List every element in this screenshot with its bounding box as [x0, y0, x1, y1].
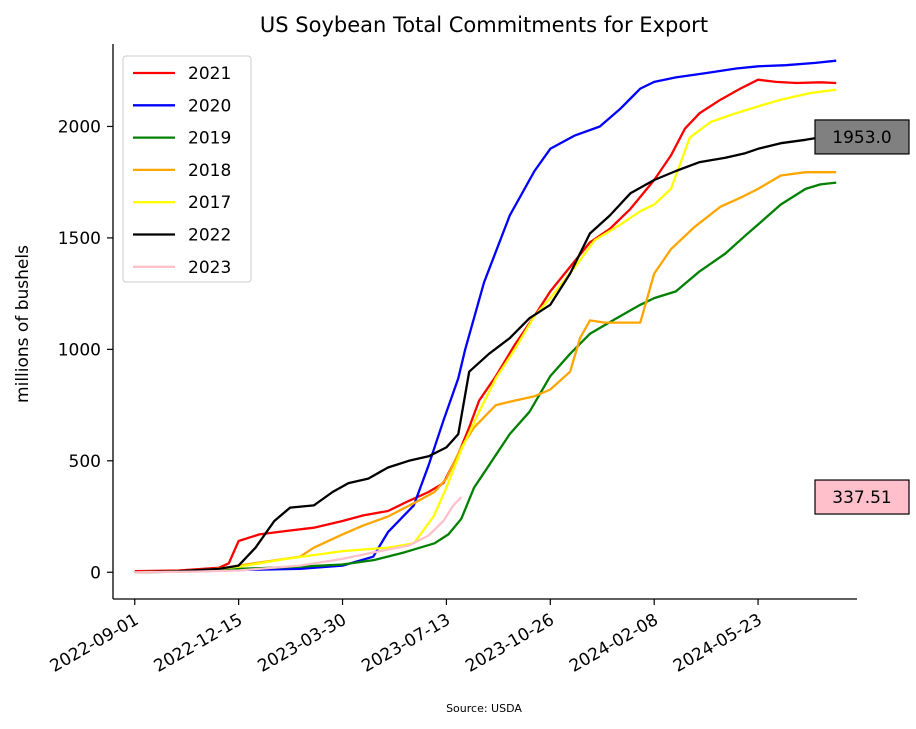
legend-label-2019: 2019	[188, 129, 231, 149]
series-layer	[134, 59, 837, 574]
y-tick-label: 500	[69, 452, 101, 472]
series-line-2020	[134, 59, 837, 574]
x-tick-label: 2023-03-30	[254, 610, 350, 677]
x-tick-label: 2022-09-01	[47, 610, 143, 677]
legend-box	[122, 55, 252, 283]
x-tick-label: 2024-05-23	[670, 610, 766, 677]
series-line-2017	[134, 88, 837, 574]
legend-label-2018: 2018	[188, 161, 231, 181]
x-tick-label: 2023-07-13	[358, 610, 454, 677]
annotation-label: 1953.0	[832, 128, 891, 148]
y-axis-label: millions of bushels	[13, 245, 33, 403]
legend-label-2017: 2017	[188, 193, 231, 213]
source-note: Source: USDA	[446, 702, 522, 715]
x-tick-label: 2022-12-15	[151, 610, 247, 677]
series-line-2023	[134, 496, 463, 574]
y-tick-label: 0	[90, 563, 101, 583]
chart-title: US Soybean Total Commitments for Export	[260, 13, 708, 37]
x-tick-label: 2024-02-08	[566, 610, 662, 677]
x-tick-label: 2023-10-26	[462, 610, 558, 677]
series-line-2022	[134, 135, 824, 574]
legend-label-2023: 2023	[188, 258, 231, 278]
legend-label-2022: 2022	[188, 226, 231, 246]
annotation-label: 337.51	[832, 488, 891, 508]
legend-label-2020: 2020	[188, 96, 231, 116]
series-line-2019	[134, 181, 837, 574]
y-tick-label: 1500	[58, 229, 101, 249]
annotations: 1953.0 337.51	[814, 119, 910, 515]
series-line-2021	[134, 78, 837, 573]
legend: 2021 2020 2019 2018 2017 2022 2023	[122, 55, 252, 283]
annotation-box	[814, 119, 910, 155]
annotation-box	[814, 479, 910, 515]
y-tick-label: 2000	[58, 117, 101, 137]
y-tick-label: 1000	[58, 340, 101, 360]
legend-label-2021: 2021	[188, 64, 231, 84]
series-line-2018	[134, 171, 837, 574]
